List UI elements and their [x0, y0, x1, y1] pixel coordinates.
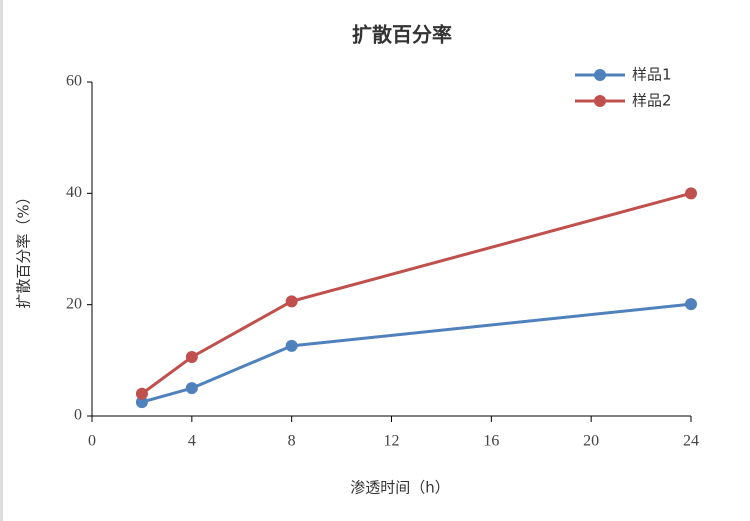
- data-point: [185, 382, 198, 395]
- legend-marker: [594, 95, 606, 107]
- data-point: [285, 339, 298, 352]
- frame-edge: [0, 0, 3, 521]
- x-tick-label: 12: [384, 433, 400, 450]
- series-line: [141, 302, 692, 404]
- y-tick-label: 60: [66, 73, 82, 90]
- y-tick-label: 20: [66, 295, 82, 312]
- x-tick-label: 20: [583, 433, 599, 450]
- x-axis-label: 渗透时间（h）: [350, 479, 450, 497]
- y-axis-label: 扩散百分率（%）: [15, 189, 33, 308]
- data-point: [135, 387, 148, 400]
- x-tick-label: 4: [188, 433, 196, 450]
- data-point: [285, 295, 298, 308]
- data-point: [685, 298, 697, 311]
- data-point: [185, 350, 198, 363]
- legend-marker: [594, 69, 606, 81]
- legend-label: 样品1: [632, 66, 672, 84]
- series-line: [141, 191, 692, 395]
- x-tick-label: 16: [483, 433, 499, 450]
- x-tick-label: 8: [288, 433, 296, 450]
- x-tick-label: 24: [683, 433, 699, 450]
- data-point: [685, 187, 697, 200]
- legend-label: 样品2: [632, 92, 672, 110]
- y-tick-label: 40: [66, 184, 82, 201]
- chart-title: 扩散百分率: [352, 23, 452, 47]
- x-tick-label: 0: [88, 433, 96, 450]
- y-tick-label: 0: [74, 407, 82, 424]
- data-point: [135, 396, 148, 409]
